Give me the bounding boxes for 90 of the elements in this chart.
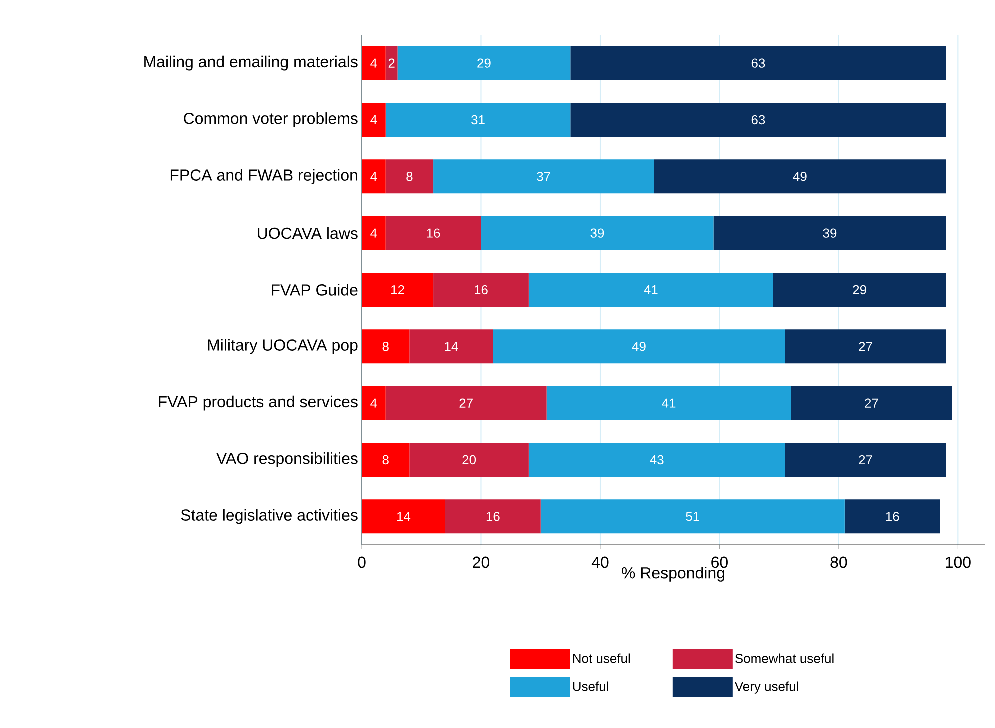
data-label: 27 <box>859 455 872 465</box>
x-axis-title: % Responding <box>622 567 724 582</box>
bar <box>386 46 398 80</box>
data-label: 63 <box>752 115 766 125</box>
bar <box>362 273 434 307</box>
bar <box>386 386 547 420</box>
data-label: 4 <box>370 172 378 182</box>
data-label: 16 <box>486 512 500 522</box>
bar <box>410 330 494 364</box>
data-label: 4 <box>370 398 378 408</box>
bar <box>528 443 786 478</box>
bar <box>791 386 952 420</box>
data-label: 14 <box>397 512 411 522</box>
legend-label: Not useful <box>573 654 630 664</box>
x-tick-label: 40 <box>592 556 609 568</box>
data-label: 16 <box>427 228 440 238</box>
data-label: 8 <box>382 455 389 465</box>
y-tick-label: UOCAVA laws <box>258 227 358 240</box>
data-label: 31 <box>472 115 485 125</box>
bar <box>654 160 946 194</box>
legend-label: Useful <box>573 682 608 692</box>
data-label: 39 <box>823 228 837 238</box>
data-label: 8 <box>382 342 389 352</box>
data-label: 27 <box>859 342 872 352</box>
y-tick-label: FVAP products and services <box>159 396 358 411</box>
bar <box>546 386 792 420</box>
bar <box>434 273 529 307</box>
x-tick-label: 60 <box>712 556 728 568</box>
bar <box>785 443 946 478</box>
y-tick-label: Military UOCAVA pop <box>208 339 358 354</box>
bar <box>398 46 571 80</box>
bar <box>773 273 946 307</box>
bar <box>570 46 946 80</box>
y-tick-label: State legislative activities <box>181 509 358 524</box>
data-label: 16 <box>475 285 488 295</box>
data-label: 4 <box>370 116 378 124</box>
bar <box>785 330 946 364</box>
data-label: 16 <box>886 512 900 522</box>
legend-label: Somewhat useful <box>736 654 834 664</box>
data-label: 41 <box>644 286 658 294</box>
data-label: 49 <box>793 172 807 182</box>
bar <box>481 216 714 250</box>
data-label: 27 <box>865 398 878 408</box>
data-label: 29 <box>478 58 491 68</box>
bar <box>362 500 446 534</box>
data-label: 49 <box>632 342 646 352</box>
x-tick-label: 0 <box>358 556 366 568</box>
bar <box>362 386 386 420</box>
data-label: 51 <box>686 512 700 522</box>
data-label: 8 <box>406 172 413 182</box>
data-label: 37 <box>537 172 550 182</box>
bar <box>540 500 845 534</box>
data-label: 39 <box>590 228 604 238</box>
bar <box>570 103 946 137</box>
x-tick-label: 80 <box>830 556 848 568</box>
data-label: 4 <box>370 228 378 238</box>
bar <box>386 160 434 194</box>
data-label: 63 <box>752 58 766 68</box>
bar <box>362 103 386 137</box>
data-label: 27 <box>460 398 473 408</box>
y-tick-label: FPCA and FWAB rejection <box>170 169 358 184</box>
bar <box>434 160 654 194</box>
data-label: 2 <box>388 58 395 68</box>
data-label: 43 <box>650 455 664 465</box>
bar <box>410 443 529 478</box>
y-tick-label: VAO responsibilities <box>216 452 358 468</box>
bar <box>362 46 386 80</box>
data-label: 41 <box>662 398 676 408</box>
data-label: 14 <box>445 342 458 352</box>
bar <box>493 330 786 364</box>
data-label: 20 <box>462 455 476 465</box>
y-tick-label: FVAP Guide <box>272 284 358 296</box>
bar <box>362 443 410 478</box>
bar <box>362 160 386 194</box>
x-tick-label: 100 <box>946 556 971 568</box>
data-label: 12 <box>392 285 404 295</box>
y-tick-label: Common voter problems <box>184 112 358 128</box>
bar <box>844 500 940 534</box>
bar <box>528 273 774 307</box>
x-tick-label: 20 <box>473 556 490 568</box>
legend-label: Very useful <box>734 682 798 694</box>
data-label: 4 <box>370 58 378 68</box>
bar <box>445 500 541 534</box>
bar <box>714 216 946 250</box>
y-tick-label: Mailing and emailing materials <box>144 56 358 71</box>
bar <box>386 216 482 250</box>
data-label: 29 <box>853 285 866 295</box>
bar <box>362 216 386 250</box>
bar <box>386 103 571 137</box>
bar <box>362 330 410 364</box>
